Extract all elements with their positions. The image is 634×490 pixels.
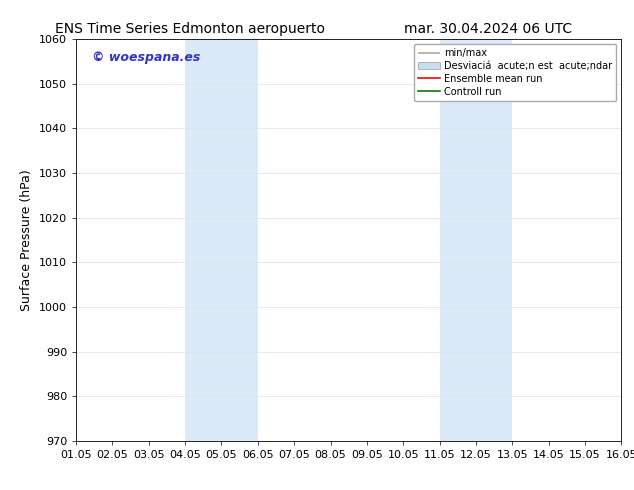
Legend: min/max, Desviaciá  acute;n est  acute;ndar, Ensemble mean run, Controll run: min/max, Desviaciá acute;n est acute;nda… <box>414 44 616 100</box>
Bar <box>185 39 258 441</box>
Bar <box>439 39 512 441</box>
Text: © woespana.es: © woespana.es <box>93 51 201 64</box>
Text: ENS Time Series Edmonton aeropuerto: ENS Time Series Edmonton aeropuerto <box>55 22 325 36</box>
Text: mar. 30.04.2024 06 UTC: mar. 30.04.2024 06 UTC <box>404 22 573 36</box>
Y-axis label: Surface Pressure (hPa): Surface Pressure (hPa) <box>20 169 34 311</box>
